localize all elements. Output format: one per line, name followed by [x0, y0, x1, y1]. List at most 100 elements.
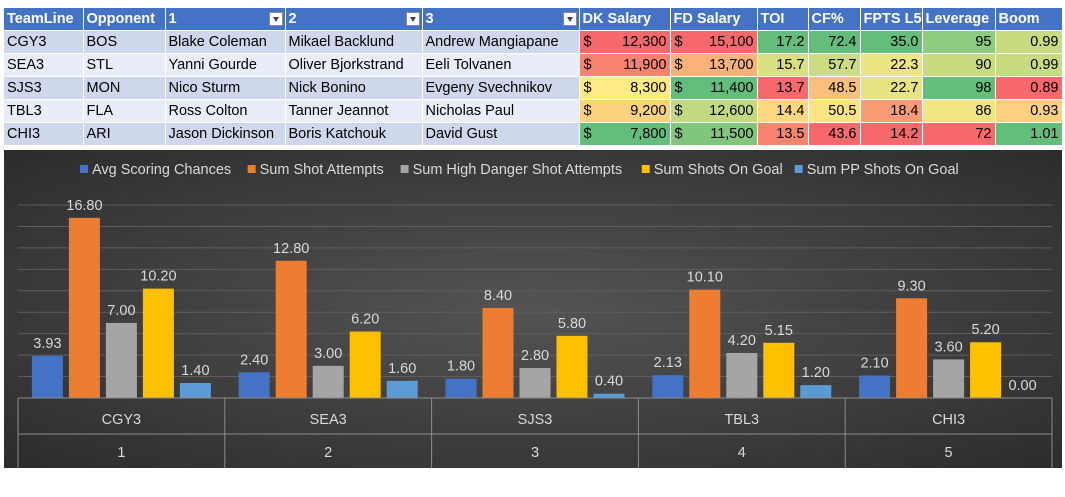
cell-boom[interactable]: 1.01 — [995, 122, 1063, 145]
cell-leverage[interactable]: 95 — [922, 30, 996, 54]
cell-dk-salary[interactable]: $11,900 — [579, 53, 671, 77]
cell-player-1[interactable]: Ross Colton — [165, 99, 286, 123]
bar[interactable] — [652, 375, 684, 398]
bar[interactable] — [896, 298, 928, 398]
cell-dk-salary[interactable]: $9,200 — [579, 99, 671, 123]
cell-fpts-l5[interactable]: 18.4 — [860, 99, 923, 123]
cell-player-3[interactable]: Andrew Mangiapane — [422, 30, 580, 54]
legend-item[interactable]: Sum PP Shots On Goal — [794, 162, 959, 178]
bar[interactable] — [726, 352, 758, 398]
header-dk-salary[interactable]: DK Salary — [579, 8, 671, 31]
bar[interactable] — [689, 289, 721, 398]
cell-player-2[interactable]: Oliver Bjorkstrand — [285, 53, 423, 77]
cell-fd-salary[interactable]: $12,600 — [670, 99, 758, 123]
cell-cf-pct[interactable]: 57.7 — [808, 53, 861, 77]
bar[interactable] — [238, 372, 270, 398]
header-player-1[interactable]: 1 — [165, 8, 286, 31]
bar[interactable] — [556, 335, 588, 398]
cell-opponent[interactable]: STL — [83, 53, 166, 77]
cell-player-3[interactable]: Nicholas Paul — [422, 99, 580, 123]
cell-leverage[interactable]: 72 — [922, 122, 996, 145]
bar[interactable] — [179, 382, 211, 398]
cell-dk-salary[interactable]: $7,800 — [579, 122, 671, 145]
cell-cf-pct[interactable]: 43.6 — [808, 122, 861, 145]
legend-item[interactable]: Sum Shot Attempts — [247, 162, 384, 178]
cell-opponent[interactable]: FLA — [83, 99, 166, 123]
cell-boom[interactable]: 0.93 — [995, 99, 1063, 123]
cell-teamline[interactable]: CGY3 — [4, 30, 84, 54]
cell-toi[interactable]: 13.5 — [757, 122, 809, 145]
cell-teamline[interactable]: SEA3 — [4, 53, 84, 77]
header-cf-pct[interactable]: CF% — [808, 8, 861, 31]
bar[interactable] — [482, 307, 514, 398]
bar[interactable] — [519, 367, 551, 398]
cell-player-2[interactable]: Boris Katchouk — [285, 122, 423, 145]
cell-boom[interactable]: 0.99 — [995, 30, 1063, 54]
cell-teamline[interactable]: CHI3 — [4, 122, 84, 145]
cell-fpts-l5[interactable]: 22.3 — [860, 53, 923, 77]
bar[interactable] — [275, 260, 307, 398]
cell-player-2[interactable]: Nick Bonino — [285, 76, 423, 100]
bar[interactable] — [970, 342, 1002, 398]
header-player-3[interactable]: 3 — [422, 8, 580, 31]
header-toi[interactable]: TOI — [757, 8, 809, 31]
cell-teamline[interactable]: SJS3 — [4, 76, 84, 100]
cell-opponent[interactable]: MON — [83, 76, 166, 100]
bar[interactable] — [593, 393, 625, 398]
cell-opponent[interactable]: BOS — [83, 30, 166, 54]
cell-player-1[interactable]: Yanni Gourde — [165, 53, 286, 77]
cell-boom[interactable]: 0.89 — [995, 76, 1063, 100]
bar[interactable] — [933, 359, 965, 398]
bar[interactable] — [68, 217, 100, 398]
cell-cf-pct[interactable]: 50.5 — [808, 99, 861, 123]
cell-player-1[interactable]: Blake Coleman — [165, 30, 286, 54]
filter-dropdown-icon[interactable] — [562, 12, 577, 26]
cell-toi[interactable]: 15.7 — [757, 53, 809, 77]
legend-item[interactable]: Sum Shots On Goal — [641, 162, 783, 178]
bar[interactable] — [800, 385, 832, 398]
cell-leverage[interactable]: 86 — [922, 99, 996, 123]
cell-cf-pct[interactable]: 48.5 — [808, 76, 861, 100]
cell-dk-salary[interactable]: $12,300 — [579, 30, 671, 54]
bar[interactable] — [386, 380, 418, 398]
cell-boom[interactable]: 0.99 — [995, 53, 1063, 77]
bar[interactable] — [105, 322, 137, 398]
legend-item[interactable]: Avg Scoring Chances — [80, 162, 231, 178]
cell-toi[interactable]: 17.2 — [757, 30, 809, 54]
cell-fpts-l5[interactable]: 14.2 — [860, 122, 923, 145]
bar[interactable] — [312, 365, 344, 398]
cell-player-3[interactable]: Evgeny Svechnikov — [422, 76, 580, 100]
filter-dropdown-icon[interactable] — [405, 12, 420, 26]
cell-player-3[interactable]: David Gust — [422, 122, 580, 145]
cell-player-3[interactable]: Eeli Tolvanen — [422, 53, 580, 77]
header-opponent[interactable]: Opponent — [83, 8, 166, 31]
header-teamline[interactable]: TeamLine — [4, 8, 84, 31]
cell-fd-salary[interactable]: $11,400 — [670, 76, 758, 100]
cell-fpts-l5[interactable]: 22.7 — [860, 76, 923, 100]
cell-leverage[interactable]: 98 — [922, 76, 996, 100]
cell-leverage[interactable]: 90 — [922, 53, 996, 77]
legend-item[interactable]: Sum High Danger Shot Attempts — [400, 162, 623, 178]
cell-fd-salary[interactable]: $11,500 — [670, 122, 758, 145]
bar[interactable] — [142, 288, 174, 398]
cell-opponent[interactable]: ARI — [83, 122, 166, 145]
cell-dk-salary[interactable]: $8,300 — [579, 76, 671, 100]
cell-fpts-l5[interactable]: 35.0 — [860, 30, 923, 54]
cell-fd-salary[interactable]: $15,100 — [670, 30, 758, 54]
header-boom[interactable]: Boom — [995, 8, 1063, 31]
header-player-2[interactable]: 2 — [285, 8, 423, 31]
bar[interactable] — [349, 331, 381, 398]
header-leverage[interactable]: Leverage — [922, 8, 996, 31]
bar[interactable] — [763, 342, 795, 398]
cell-fd-salary[interactable]: $13,700 — [670, 53, 758, 77]
cell-player-1[interactable]: Nico Sturm — [165, 76, 286, 100]
cell-toi[interactable]: 13.7 — [757, 76, 809, 100]
bar[interactable] — [31, 355, 63, 398]
cell-player-2[interactable]: Tanner Jeannot — [285, 99, 423, 123]
cell-teamline[interactable]: TBL3 — [4, 99, 84, 123]
cell-cf-pct[interactable]: 72.4 — [808, 30, 861, 54]
cell-player-1[interactable]: Jason Dickinson — [165, 122, 286, 145]
cell-player-2[interactable]: Mikael Backlund — [285, 30, 423, 54]
bar[interactable] — [859, 375, 891, 398]
bar[interactable] — [445, 378, 477, 398]
